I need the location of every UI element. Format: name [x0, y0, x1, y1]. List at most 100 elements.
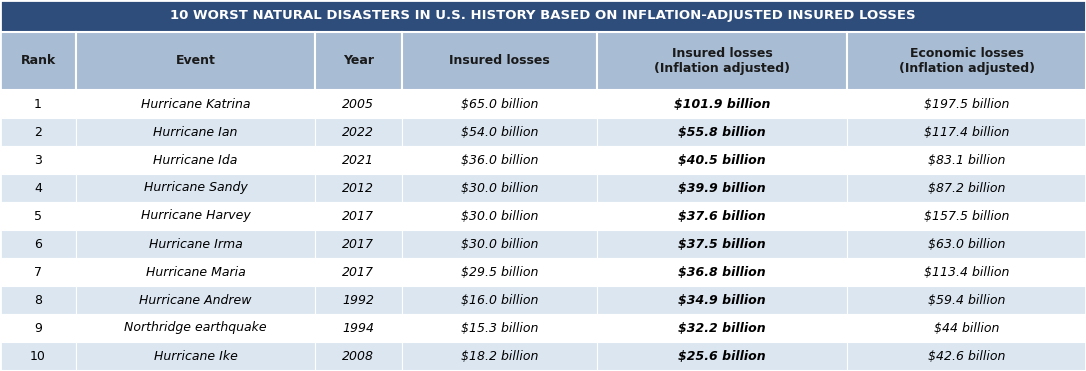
Text: $37.6 billion: $37.6 billion — [679, 210, 766, 223]
Text: 1: 1 — [34, 98, 42, 111]
Text: Northridge earthquake: Northridge earthquake — [124, 322, 267, 335]
Bar — [402, 314, 597, 342]
Text: 7: 7 — [34, 266, 42, 279]
Text: $36.0 billion: $36.0 billion — [460, 154, 539, 167]
Text: $54.0 billion: $54.0 billion — [460, 125, 539, 138]
Text: $40.5 billion: $40.5 billion — [679, 154, 766, 167]
Bar — [76, 342, 315, 370]
Bar — [315, 146, 402, 174]
Text: Rank: Rank — [21, 55, 55, 68]
Text: $37.5 billion: $37.5 billion — [679, 237, 766, 250]
Text: 9: 9 — [34, 322, 42, 335]
Bar — [402, 286, 597, 314]
Bar — [402, 230, 597, 258]
Bar — [76, 118, 315, 146]
Text: Hurricane Ian: Hurricane Ian — [153, 125, 238, 138]
Bar — [76, 202, 315, 230]
Bar — [76, 258, 315, 286]
Bar — [0, 0, 1086, 32]
Bar — [0, 258, 76, 286]
Text: $63.0 billion: $63.0 billion — [927, 237, 1006, 250]
Bar — [0, 174, 76, 202]
Text: $16.0 billion: $16.0 billion — [460, 293, 539, 306]
Text: $25.6 billion: $25.6 billion — [679, 349, 766, 362]
Bar — [315, 202, 402, 230]
Bar — [315, 286, 402, 314]
Text: 2021: 2021 — [342, 154, 375, 167]
Text: 2017: 2017 — [342, 237, 375, 250]
Bar — [847, 258, 1086, 286]
Bar — [597, 286, 847, 314]
Text: $87.2 billion: $87.2 billion — [927, 181, 1006, 194]
Bar — [597, 258, 847, 286]
Bar — [597, 342, 847, 370]
Bar — [315, 174, 402, 202]
Bar — [315, 314, 402, 342]
Text: $55.8 billion: $55.8 billion — [679, 125, 766, 138]
Text: Hurricane Andrew: Hurricane Andrew — [139, 293, 252, 306]
Bar — [847, 174, 1086, 202]
Text: Hurricane Ike: Hurricane Ike — [153, 349, 238, 362]
Text: 2022: 2022 — [342, 125, 375, 138]
Text: 2012: 2012 — [342, 181, 375, 194]
Bar — [0, 230, 76, 258]
Bar — [315, 32, 402, 90]
Bar — [597, 202, 847, 230]
Text: 8: 8 — [34, 293, 42, 306]
Bar — [402, 258, 597, 286]
Text: $101.9 billion: $101.9 billion — [674, 98, 770, 111]
Bar — [0, 90, 76, 118]
Text: $30.0 billion: $30.0 billion — [460, 237, 539, 250]
Bar — [597, 118, 847, 146]
Bar — [0, 286, 76, 314]
Bar — [402, 174, 597, 202]
Text: Insured losses
(Inflation adjusted): Insured losses (Inflation adjusted) — [654, 47, 791, 75]
Bar — [597, 90, 847, 118]
Text: 3: 3 — [34, 154, 42, 167]
Text: 10: 10 — [30, 349, 46, 362]
Bar — [402, 342, 597, 370]
Text: 1994: 1994 — [342, 322, 375, 335]
Text: $30.0 billion: $30.0 billion — [460, 181, 539, 194]
Bar — [847, 118, 1086, 146]
Bar — [847, 32, 1086, 90]
Bar — [76, 90, 315, 118]
Bar — [847, 146, 1086, 174]
Bar — [402, 90, 597, 118]
Text: 2017: 2017 — [342, 210, 375, 223]
Text: 10 WORST NATURAL DISASTERS IN U.S. HISTORY BASED ON INFLATION-ADJUSTED INSURED L: 10 WORST NATURAL DISASTERS IN U.S. HISTO… — [171, 10, 915, 23]
Text: 6: 6 — [34, 237, 42, 250]
Text: $39.9 billion: $39.9 billion — [679, 181, 766, 194]
Text: Insured losses: Insured losses — [450, 55, 550, 68]
Text: $18.2 billion: $18.2 billion — [460, 349, 539, 362]
Text: $113.4 billion: $113.4 billion — [924, 266, 1009, 279]
Bar — [402, 202, 597, 230]
Text: Hurricane Harvey: Hurricane Harvey — [140, 210, 251, 223]
Bar — [76, 230, 315, 258]
Text: $42.6 billion: $42.6 billion — [927, 349, 1006, 362]
Text: Economic losses
(Inflation adjusted): Economic losses (Inflation adjusted) — [898, 47, 1035, 75]
Bar — [0, 32, 76, 90]
Bar — [847, 230, 1086, 258]
Bar — [76, 146, 315, 174]
Bar — [76, 174, 315, 202]
Text: 1992: 1992 — [342, 293, 375, 306]
Text: 2017: 2017 — [342, 266, 375, 279]
Bar — [597, 174, 847, 202]
Text: Year: Year — [343, 55, 374, 68]
Text: $32.2 billion: $32.2 billion — [679, 322, 766, 335]
Bar — [597, 32, 847, 90]
Bar — [847, 342, 1086, 370]
Bar — [402, 146, 597, 174]
Text: 2008: 2008 — [342, 349, 375, 362]
Text: $36.8 billion: $36.8 billion — [679, 266, 766, 279]
Text: 4: 4 — [34, 181, 42, 194]
Bar — [847, 286, 1086, 314]
Text: 5: 5 — [34, 210, 42, 223]
Text: Hurricane Katrina: Hurricane Katrina — [141, 98, 250, 111]
Text: Hurricane Ida: Hurricane Ida — [153, 154, 238, 167]
Bar — [0, 342, 76, 370]
Bar — [76, 286, 315, 314]
Bar — [315, 342, 402, 370]
Text: $59.4 billion: $59.4 billion — [927, 293, 1006, 306]
